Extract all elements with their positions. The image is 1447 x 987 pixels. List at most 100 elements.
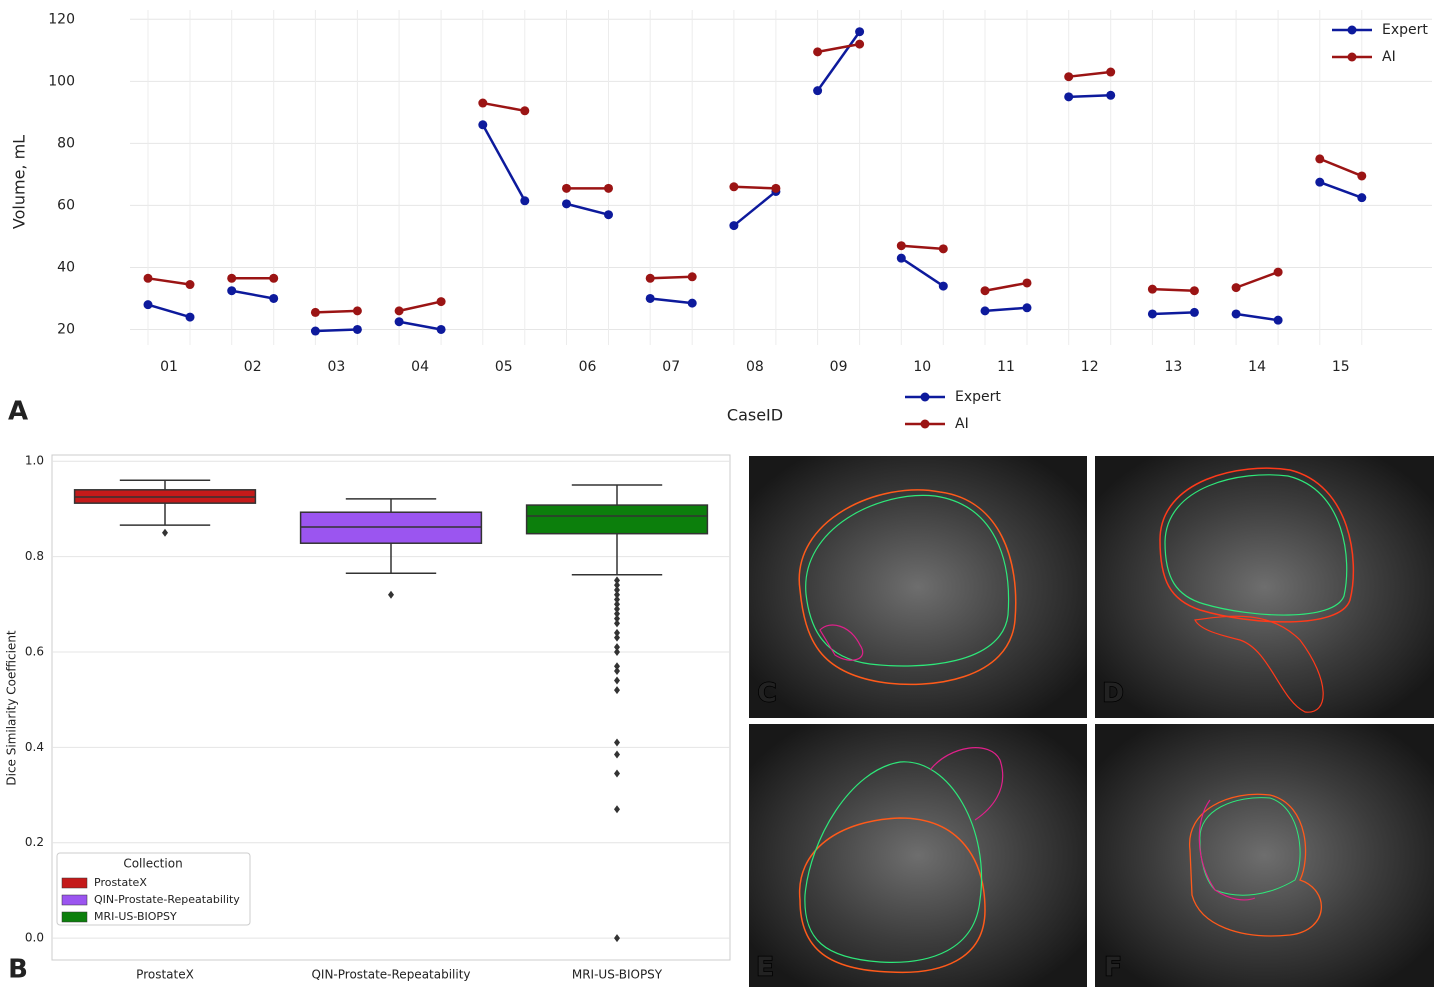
point xyxy=(186,313,195,322)
mri-image xyxy=(1095,456,1434,718)
legend-label: Expert xyxy=(1382,22,1428,38)
point xyxy=(939,244,948,253)
point xyxy=(1023,278,1032,287)
point xyxy=(1148,285,1157,294)
point xyxy=(520,196,529,205)
y-tick-label: 1.0 xyxy=(25,454,44,468)
legend-label: ProstateX xyxy=(94,876,147,889)
line-segment xyxy=(399,322,441,330)
x-tick-label: 02 xyxy=(244,359,262,375)
point xyxy=(688,272,697,281)
point xyxy=(771,184,780,193)
box xyxy=(527,505,708,534)
y-tick-label: 60 xyxy=(57,197,75,213)
y-tick-label: 0.8 xyxy=(25,549,44,563)
separator xyxy=(749,718,1434,724)
x-tick-label: 15 xyxy=(1332,359,1350,375)
x-tick-label: 04 xyxy=(411,359,429,375)
legend-swatch xyxy=(62,912,87,922)
mri-image xyxy=(1095,724,1434,987)
point xyxy=(981,306,990,315)
point xyxy=(1274,316,1283,325)
x-tick-label: 10 xyxy=(913,359,931,375)
line-segment xyxy=(1236,314,1278,320)
line-segment xyxy=(148,278,190,284)
legend-marker xyxy=(1348,53,1357,62)
x-tick-label: 09 xyxy=(830,359,848,375)
point xyxy=(1357,171,1366,180)
line-segment xyxy=(399,302,441,311)
point xyxy=(1274,268,1283,277)
line-segment xyxy=(483,125,525,201)
x-tick-label: 11 xyxy=(997,359,1015,375)
y-axis-label: Dice Similarity Coefficient xyxy=(5,630,19,786)
panel-label: D xyxy=(1102,679,1124,709)
point xyxy=(478,120,487,129)
y-tick-label: 0.6 xyxy=(25,644,44,658)
point xyxy=(144,274,153,283)
x-tick-label: 08 xyxy=(746,359,764,375)
line-segment xyxy=(232,291,274,299)
legend-title: Collection xyxy=(123,857,182,871)
legend-label: QIN-Prostate-Repeatability xyxy=(94,893,240,906)
y-tick-label: 0.4 xyxy=(25,740,44,754)
y-tick-label: 20 xyxy=(57,321,75,337)
point xyxy=(813,86,822,95)
legend-label: AI xyxy=(955,416,969,432)
y-tick-label: 0.0 xyxy=(25,931,44,945)
point xyxy=(981,286,990,295)
point xyxy=(897,254,906,263)
point xyxy=(144,300,153,309)
line-segment xyxy=(901,246,943,249)
x-tick-label: QIN-Prostate-Repeatability xyxy=(311,968,470,982)
point xyxy=(311,308,320,317)
x-axis-label: CaseID xyxy=(727,406,783,425)
line-segment xyxy=(901,258,943,286)
point xyxy=(604,184,613,193)
point xyxy=(855,27,864,36)
line-segment xyxy=(1236,272,1278,288)
x-tick-label: 07 xyxy=(662,359,680,375)
line-segment xyxy=(734,187,776,189)
y-tick-label: 40 xyxy=(57,259,75,275)
point xyxy=(1190,286,1199,295)
line-segment xyxy=(1152,289,1194,291)
point xyxy=(813,47,822,56)
x-tick-label: 13 xyxy=(1164,359,1182,375)
legend-label: AI xyxy=(1382,49,1396,65)
x-tick-label: 14 xyxy=(1248,359,1266,375)
point xyxy=(520,106,529,115)
line-segment xyxy=(315,329,357,331)
figure: 2040608010012001020304050607080910111213… xyxy=(0,0,1447,987)
line-segment xyxy=(483,103,525,111)
point xyxy=(353,325,362,334)
point xyxy=(729,221,738,230)
panel-label: C xyxy=(757,679,776,709)
line-segment xyxy=(650,277,692,279)
point xyxy=(1064,92,1073,101)
line-segment xyxy=(1320,159,1362,176)
point xyxy=(437,325,446,334)
x-tick-label: 12 xyxy=(1081,359,1099,375)
x-tick-label: 03 xyxy=(327,359,345,375)
line-segment xyxy=(818,44,860,52)
point xyxy=(186,280,195,289)
point xyxy=(562,199,571,208)
x-tick-label: 06 xyxy=(579,359,597,375)
point xyxy=(1357,193,1366,202)
point xyxy=(646,294,655,303)
point xyxy=(646,274,655,283)
x-tick-label: ProstateX xyxy=(136,968,194,982)
line-segment xyxy=(650,298,692,303)
point xyxy=(269,274,278,283)
x-tick-label: 01 xyxy=(160,359,178,375)
point xyxy=(729,182,738,191)
panel-label: B xyxy=(8,955,28,985)
line-segment xyxy=(315,311,357,313)
line-segment xyxy=(1069,72,1111,77)
point xyxy=(227,274,236,283)
legend-marker xyxy=(921,393,930,402)
y-tick-label: 0.2 xyxy=(25,835,44,849)
point xyxy=(1106,68,1115,77)
legend-marker xyxy=(1348,26,1357,35)
